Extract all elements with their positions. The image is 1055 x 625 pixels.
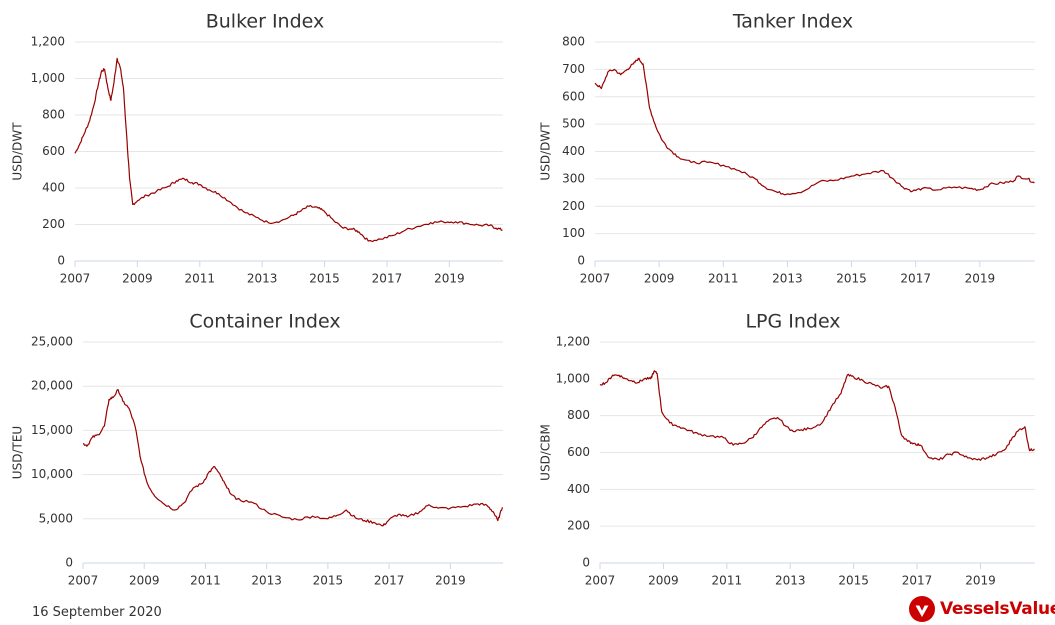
container-index-chart: Container Index USD/TEU 0 5,000 10,000 15,000…	[11, 311, 503, 588]
tanker-index-x-tick-label: 2009	[644, 272, 675, 286]
lpg-index-series-line	[599, 370, 1035, 461]
tanker-index-y-tick-label: 200	[562, 199, 585, 213]
tanker-index-series-line	[594, 57, 1035, 196]
lpg-index-x-tick-label: 2019	[965, 574, 996, 588]
bulker-index-y-tick-label: 400	[42, 181, 65, 195]
tanker-index-x-tick-label: 2013	[772, 272, 803, 286]
bulker-index-x-tick-label: 2007	[60, 272, 91, 286]
bulker-index-y-tick-label: 200	[42, 217, 65, 231]
lpg-index-y-axis-title: USD/CBM	[539, 424, 553, 481]
report-date: 16 September 2020	[32, 605, 162, 620]
lpg-index-y-tick-label: 1,000	[556, 371, 590, 385]
brand-logo: VesselsValue	[908, 595, 1055, 623]
lpg-index-y-tick-label: 1,200	[556, 335, 590, 349]
lpg-index-y-tick-label: 600	[567, 445, 590, 459]
tanker-index-chart: Tanker Index USD/DWT 0 100 200 300 400 500 600 70…	[539, 11, 1035, 286]
tanker-index-y-tick-label: 300	[562, 171, 585, 185]
lpg-index-y-tick-label: 800	[567, 408, 590, 422]
lpg-index-x-tick-label: 2013	[775, 574, 806, 588]
bulker-index-y-tick-label: 1,000	[31, 71, 65, 85]
tanker-index-y-tick-label: 400	[562, 144, 585, 158]
tanker-index-y-axis-title: USD/DWT	[539, 122, 553, 181]
container-index-series-line	[83, 389, 503, 527]
lpg-index-x-tick-label: 2011	[712, 574, 743, 588]
tanker-index-y-tick-label: 500	[562, 117, 585, 131]
container-index-x-tick-label: 2009	[129, 574, 160, 588]
container-index-y-tick-label: 10,000	[31, 467, 73, 481]
lpg-index-y-tick-label: 200	[567, 519, 590, 533]
container-index-y-tick-label: 0	[65, 556, 73, 570]
tanker-index-y-tick-label: 100	[562, 226, 585, 240]
lpg-index-x-tick-label: 2015	[838, 574, 869, 588]
tanker-index-title: Tanker Index	[732, 11, 853, 33]
lpg-index-x-tick-label: 2009	[648, 574, 679, 588]
container-index-y-axis-title: USD/TEU	[11, 426, 25, 479]
bulker-index-y-tick-label: 1,200	[31, 35, 65, 49]
container-index-x-tick-label: 2015	[313, 574, 344, 588]
lpg-index-x-tick-label: 2007	[585, 574, 616, 588]
tanker-index-y-tick-label: 700	[562, 62, 585, 76]
lpg-index-y-tick-label: 400	[567, 482, 590, 496]
bulker-index-x-tick-label: 2015	[309, 272, 340, 286]
bulker-index-x-tick-label: 2009	[122, 272, 153, 286]
tanker-index-x-tick-label: 2015	[836, 272, 867, 286]
bulker-index-y-tick-label: 600	[42, 144, 65, 158]
bulker-index-y-tick-label: 800	[42, 108, 65, 122]
bulker-index-x-tick-label: 2017	[372, 272, 403, 286]
tanker-index-x-tick-label: 2019	[965, 272, 996, 286]
container-index-x-tick-label: 2017	[374, 574, 405, 588]
container-index-y-tick-label: 5,000	[39, 511, 73, 525]
container-index-x-tick-label: 2019	[435, 574, 466, 588]
lpg-index-chart: LPG Index USD/CBM 0 200 400 600 800 1,000 1,200 2…	[539, 311, 1035, 588]
bulker-index-x-tick-label: 2019	[434, 272, 465, 286]
bulker-index-y-axis-title: USD/DWT	[11, 122, 25, 181]
container-index-y-tick-label: 25,000	[31, 335, 73, 349]
bulker-index-chart: Bulker Index USD/DWT 0 200 400 600 800 1,000 1,2…	[11, 11, 503, 286]
container-index-y-tick-label: 20,000	[31, 379, 73, 393]
bulker-index-x-tick-label: 2013	[247, 272, 278, 286]
bulker-index-x-tick-label: 2011	[185, 272, 216, 286]
bulker-index-series-line	[74, 57, 503, 243]
tanker-index-y-tick-label: 600	[562, 89, 585, 103]
container-index-x-tick-label: 2011	[190, 574, 221, 588]
tanker-index-y-tick-label: 800	[562, 35, 585, 49]
bulker-index-title: Bulker Index	[206, 11, 325, 33]
lpg-index-title: LPG Index	[745, 311, 840, 333]
container-index-y-tick-label: 15,000	[31, 423, 73, 437]
tanker-index-y-tick-label: 0	[577, 254, 585, 268]
tanker-index-x-tick-label: 2007	[580, 272, 611, 286]
tanker-index-x-tick-label: 2017	[900, 272, 931, 286]
container-index-x-tick-label: 2013	[251, 574, 282, 588]
lpg-index-y-tick-label: 0	[582, 556, 590, 570]
lpg-index-x-tick-label: 2017	[902, 574, 933, 588]
vesselsvalue-logo-icon	[909, 596, 935, 622]
bulker-index-y-tick-label: 0	[57, 254, 65, 268]
container-index-x-tick-label: 2007	[68, 574, 99, 588]
container-index-title: Container Index	[189, 311, 340, 333]
tanker-index-x-tick-label: 2011	[708, 272, 739, 286]
brand-name: VesselsValue	[940, 599, 1055, 619]
